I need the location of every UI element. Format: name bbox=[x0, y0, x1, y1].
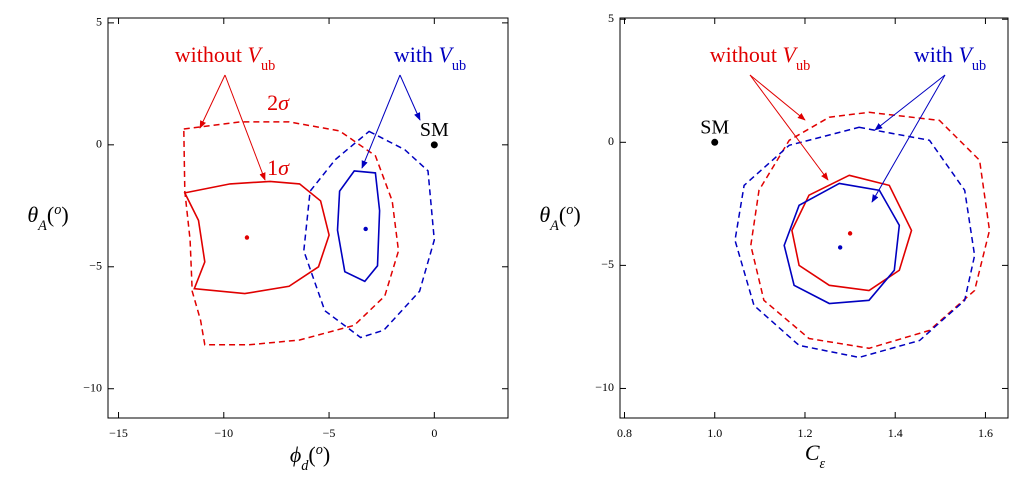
x-tick-label: −10 bbox=[214, 426, 233, 440]
plot-frame bbox=[107, 17, 509, 419]
text-part: ( bbox=[47, 202, 54, 227]
text-part: C bbox=[805, 440, 820, 465]
text-part: V bbox=[247, 42, 263, 67]
text-part: o bbox=[54, 202, 61, 218]
arrow bbox=[224, 74, 266, 181]
y-axis-label: θA(o) bbox=[539, 202, 580, 234]
annotation: 1σ bbox=[267, 155, 290, 180]
contour bbox=[750, 111, 991, 350]
contour bbox=[336, 170, 381, 283]
text-part: ε bbox=[820, 456, 826, 472]
text-part: o bbox=[316, 442, 323, 458]
text-part: o bbox=[566, 202, 573, 218]
y-tick-label: 0 bbox=[96, 137, 102, 151]
text-part: A bbox=[37, 218, 47, 234]
arrow bbox=[871, 74, 946, 203]
point bbox=[847, 231, 853, 236]
annotation: without Vub bbox=[710, 42, 810, 74]
y-tick-label: −5 bbox=[89, 259, 102, 273]
y-tick-label: 5 bbox=[608, 11, 614, 25]
text-part: without bbox=[710, 42, 777, 67]
text-part: ) bbox=[323, 442, 330, 467]
text-part: 2 bbox=[267, 90, 278, 115]
contour bbox=[734, 126, 976, 359]
arrow bbox=[199, 74, 226, 129]
contour bbox=[791, 174, 913, 292]
text-part: A bbox=[549, 218, 559, 234]
contour bbox=[183, 121, 400, 346]
plot-frame bbox=[619, 17, 1009, 419]
x-tick-label: −5 bbox=[323, 426, 336, 440]
text-part: without bbox=[175, 42, 242, 67]
x-tick-label: 1.2 bbox=[797, 426, 812, 440]
contour bbox=[303, 130, 436, 339]
point-label: SM bbox=[420, 119, 449, 141]
annotation: with Vub bbox=[914, 42, 986, 74]
text-part: d bbox=[301, 458, 309, 474]
text-part: ub bbox=[796, 58, 810, 74]
y-tick-label: −5 bbox=[601, 257, 614, 271]
text-part: V bbox=[782, 42, 798, 67]
text-part: ub bbox=[452, 58, 466, 74]
text-part: with bbox=[914, 42, 953, 67]
x-tick-label: 1.4 bbox=[888, 426, 903, 440]
y-axis-label: θA(o) bbox=[27, 202, 68, 234]
arrow bbox=[361, 74, 401, 169]
y-tick-label: −10 bbox=[595, 380, 614, 394]
y-tick-label: −10 bbox=[83, 380, 102, 394]
text-part: V bbox=[958, 42, 974, 67]
arrow bbox=[749, 74, 806, 121]
text-part: θ bbox=[539, 202, 550, 227]
y-tick-label: 0 bbox=[608, 134, 614, 148]
x-axis-label: ϕd(o) bbox=[290, 442, 330, 474]
text-part: ) bbox=[573, 202, 580, 227]
y-tick-label: 5 bbox=[96, 15, 102, 29]
text-part: σ bbox=[278, 155, 290, 180]
text-part: V bbox=[438, 42, 454, 67]
text-part: ub bbox=[261, 58, 275, 74]
point bbox=[711, 138, 719, 146]
annotation: without Vub bbox=[175, 42, 275, 74]
arrow bbox=[399, 74, 421, 121]
x-tick-label: 0 bbox=[431, 426, 437, 440]
point-label: SM bbox=[700, 116, 729, 138]
text-part: ( bbox=[308, 442, 315, 467]
text-part: ( bbox=[559, 202, 566, 227]
text-part: σ bbox=[278, 90, 290, 115]
point bbox=[430, 141, 438, 149]
text-part: ϕ bbox=[290, 442, 301, 467]
x-tick-label: −15 bbox=[109, 426, 128, 440]
annotation: 2σ bbox=[267, 90, 290, 115]
point bbox=[244, 235, 250, 240]
x-tick-label: 1.6 bbox=[978, 426, 993, 440]
arrow bbox=[749, 74, 829, 181]
x-tick-label: 0.8 bbox=[617, 426, 632, 440]
contour bbox=[183, 180, 330, 295]
text-part: with bbox=[394, 42, 433, 67]
text-part: θ bbox=[27, 202, 38, 227]
point bbox=[837, 245, 843, 250]
text-part: ) bbox=[61, 202, 68, 227]
annotation: with Vub bbox=[394, 42, 466, 74]
x-axis-label: Cε bbox=[805, 440, 826, 472]
contour bbox=[783, 182, 901, 305]
text-part: ub bbox=[972, 58, 986, 74]
arrow bbox=[874, 74, 946, 131]
point bbox=[363, 226, 368, 232]
text-part: 1 bbox=[267, 155, 278, 180]
x-tick-label: 1.0 bbox=[707, 426, 722, 440]
